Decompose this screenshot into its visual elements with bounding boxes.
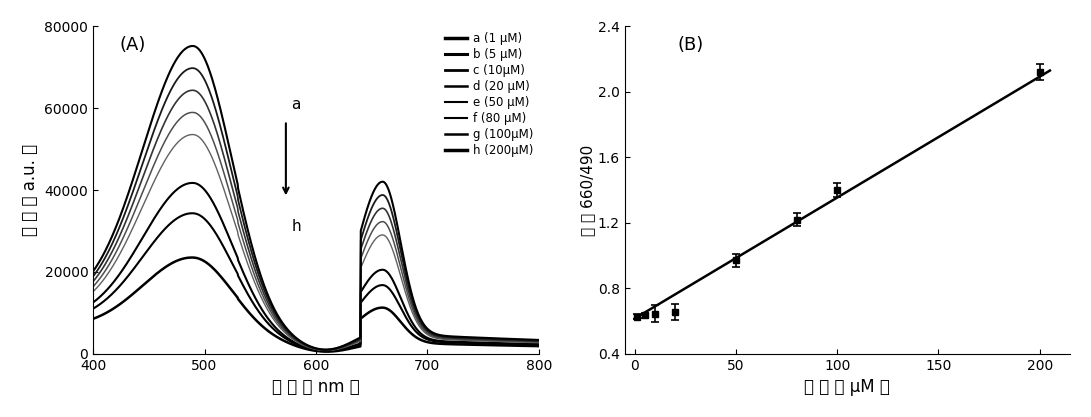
Y-axis label: 强 度 660/490: 强 度 660/490: [579, 144, 595, 236]
Text: a: a: [291, 97, 301, 112]
Legend: a (1 μM), b (5 μM), c (10μM), d (20 μM), e (50 μM), f (80 μM), g (100μM), h (200: a (1 μM), b (5 μM), c (10μM), d (20 μM),…: [445, 32, 532, 157]
X-axis label: 浓 度 （ μM ）: 浓 度 （ μM ）: [804, 378, 890, 396]
Text: (A): (A): [120, 36, 146, 54]
Y-axis label: 强 度 （ a.u. ）: 强 度 （ a.u. ）: [21, 144, 39, 236]
Text: h: h: [291, 219, 301, 234]
X-axis label: 波 长 （ nm ）: 波 长 （ nm ）: [272, 378, 360, 396]
Text: (B): (B): [678, 36, 704, 54]
